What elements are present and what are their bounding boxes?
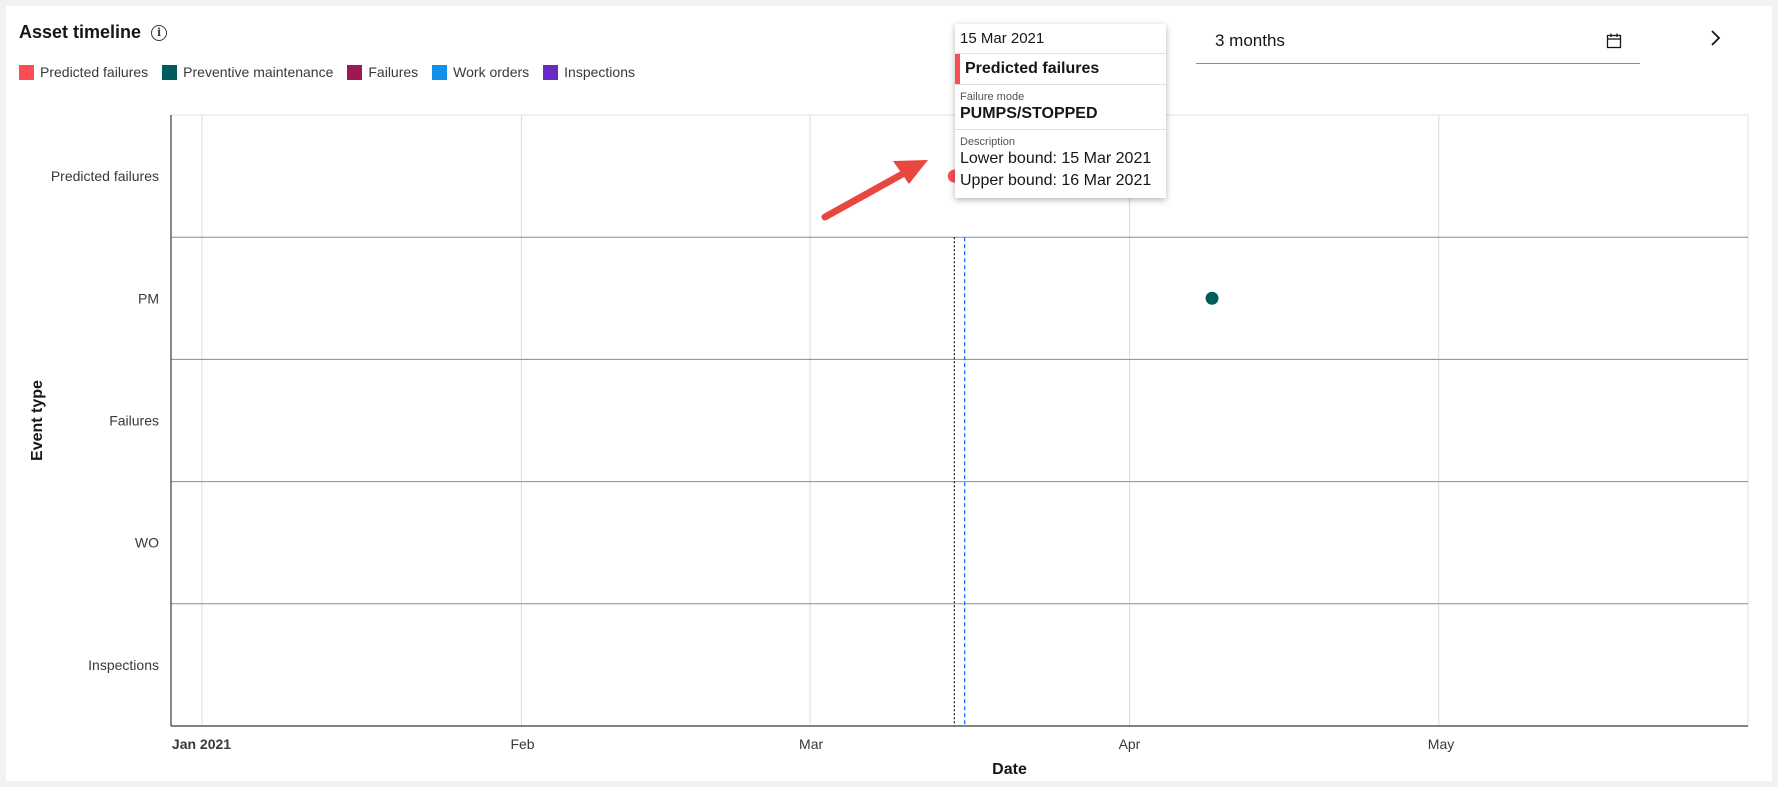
page-title: Asset timeline: [19, 22, 142, 42]
title-row: Asset timeline i: [19, 22, 168, 43]
y-tick-label: Predicted failures: [51, 168, 159, 184]
tooltip-date: 15 Mar 2021: [955, 24, 1166, 54]
legend-swatch: [432, 64, 448, 80]
x-tick-label: Mar: [799, 736, 823, 752]
legend-label: Predicted failures: [40, 64, 149, 80]
x-axis-title: Date: [992, 761, 1027, 778]
y-axis-title: Event type: [29, 380, 46, 461]
annotation-arrow: [821, 160, 928, 221]
calendar-icon[interactable]: [1606, 33, 1622, 49]
legend-swatch: [162, 64, 178, 80]
legend-label: Inspections: [564, 64, 635, 80]
legend-swatch: [19, 64, 34, 80]
description-label: Description: [960, 136, 1016, 148]
legend-swatch: [543, 64, 559, 80]
legend-item[interactable]: Work orders: [432, 64, 529, 80]
legend-swatch: [347, 64, 363, 80]
legend-item[interactable]: Inspections: [543, 64, 635, 80]
upper-bound-text: Upper bound: 16 Mar 2021: [960, 172, 1152, 189]
x-tick-label: Apr: [1119, 736, 1141, 752]
legend-item[interactable]: Preventive maintenance: [162, 64, 333, 80]
legend-item[interactable]: Failures: [347, 64, 418, 80]
legend-label: Preventive maintenance: [183, 64, 334, 80]
time-range-value: 3 months: [1215, 30, 1285, 50]
tooltip-description: Description Lower bound: 15 Mar 2021 Upp…: [955, 130, 1166, 198]
tooltip-event-type: Predicted failures: [965, 60, 1100, 77]
next-period-button[interactable]: [1700, 22, 1732, 54]
info-icon[interactable]: i: [151, 24, 168, 41]
event-point: [1205, 291, 1219, 305]
tooltip-failure-mode: Failure mode PUMPS/STOPPED: [955, 85, 1166, 130]
y-tick-label: WO: [135, 535, 159, 551]
y-tick-label: Inspections: [88, 657, 159, 673]
y-tick-label: PM: [138, 290, 159, 306]
legend-item[interactable]: Predicted failures: [19, 64, 148, 80]
tooltip-event-header: Predicted failures: [955, 54, 1166, 85]
legend-label: Work orders: [453, 64, 530, 80]
plot-area: [170, 114, 1749, 727]
failure-mode-label: Failure mode: [960, 91, 1025, 103]
y-tick-label: Failures: [109, 413, 159, 429]
x-tick-label: Feb: [510, 736, 534, 752]
asset-timeline-panel: [6, 6, 1772, 781]
event-tooltip: 15 Mar 2021 Predicted failures Failure m…: [955, 24, 1166, 198]
lower-bound-text: Lower bound: 15 Mar 2021: [960, 150, 1152, 167]
time-range-select[interactable]: 3 months: [1196, 18, 1640, 64]
chevron-right-icon: [1711, 30, 1721, 46]
legend-label: Failures: [368, 64, 419, 80]
tooltip-event-color-bar: [955, 54, 960, 84]
x-tick-label: Jan 2021: [172, 736, 231, 752]
failure-mode-value: PUMPS/STOPPED: [960, 105, 1098, 122]
x-tick-label: May: [1428, 736, 1454, 752]
legend: Predicted failures Preventive maintenance…: [19, 64, 635, 80]
